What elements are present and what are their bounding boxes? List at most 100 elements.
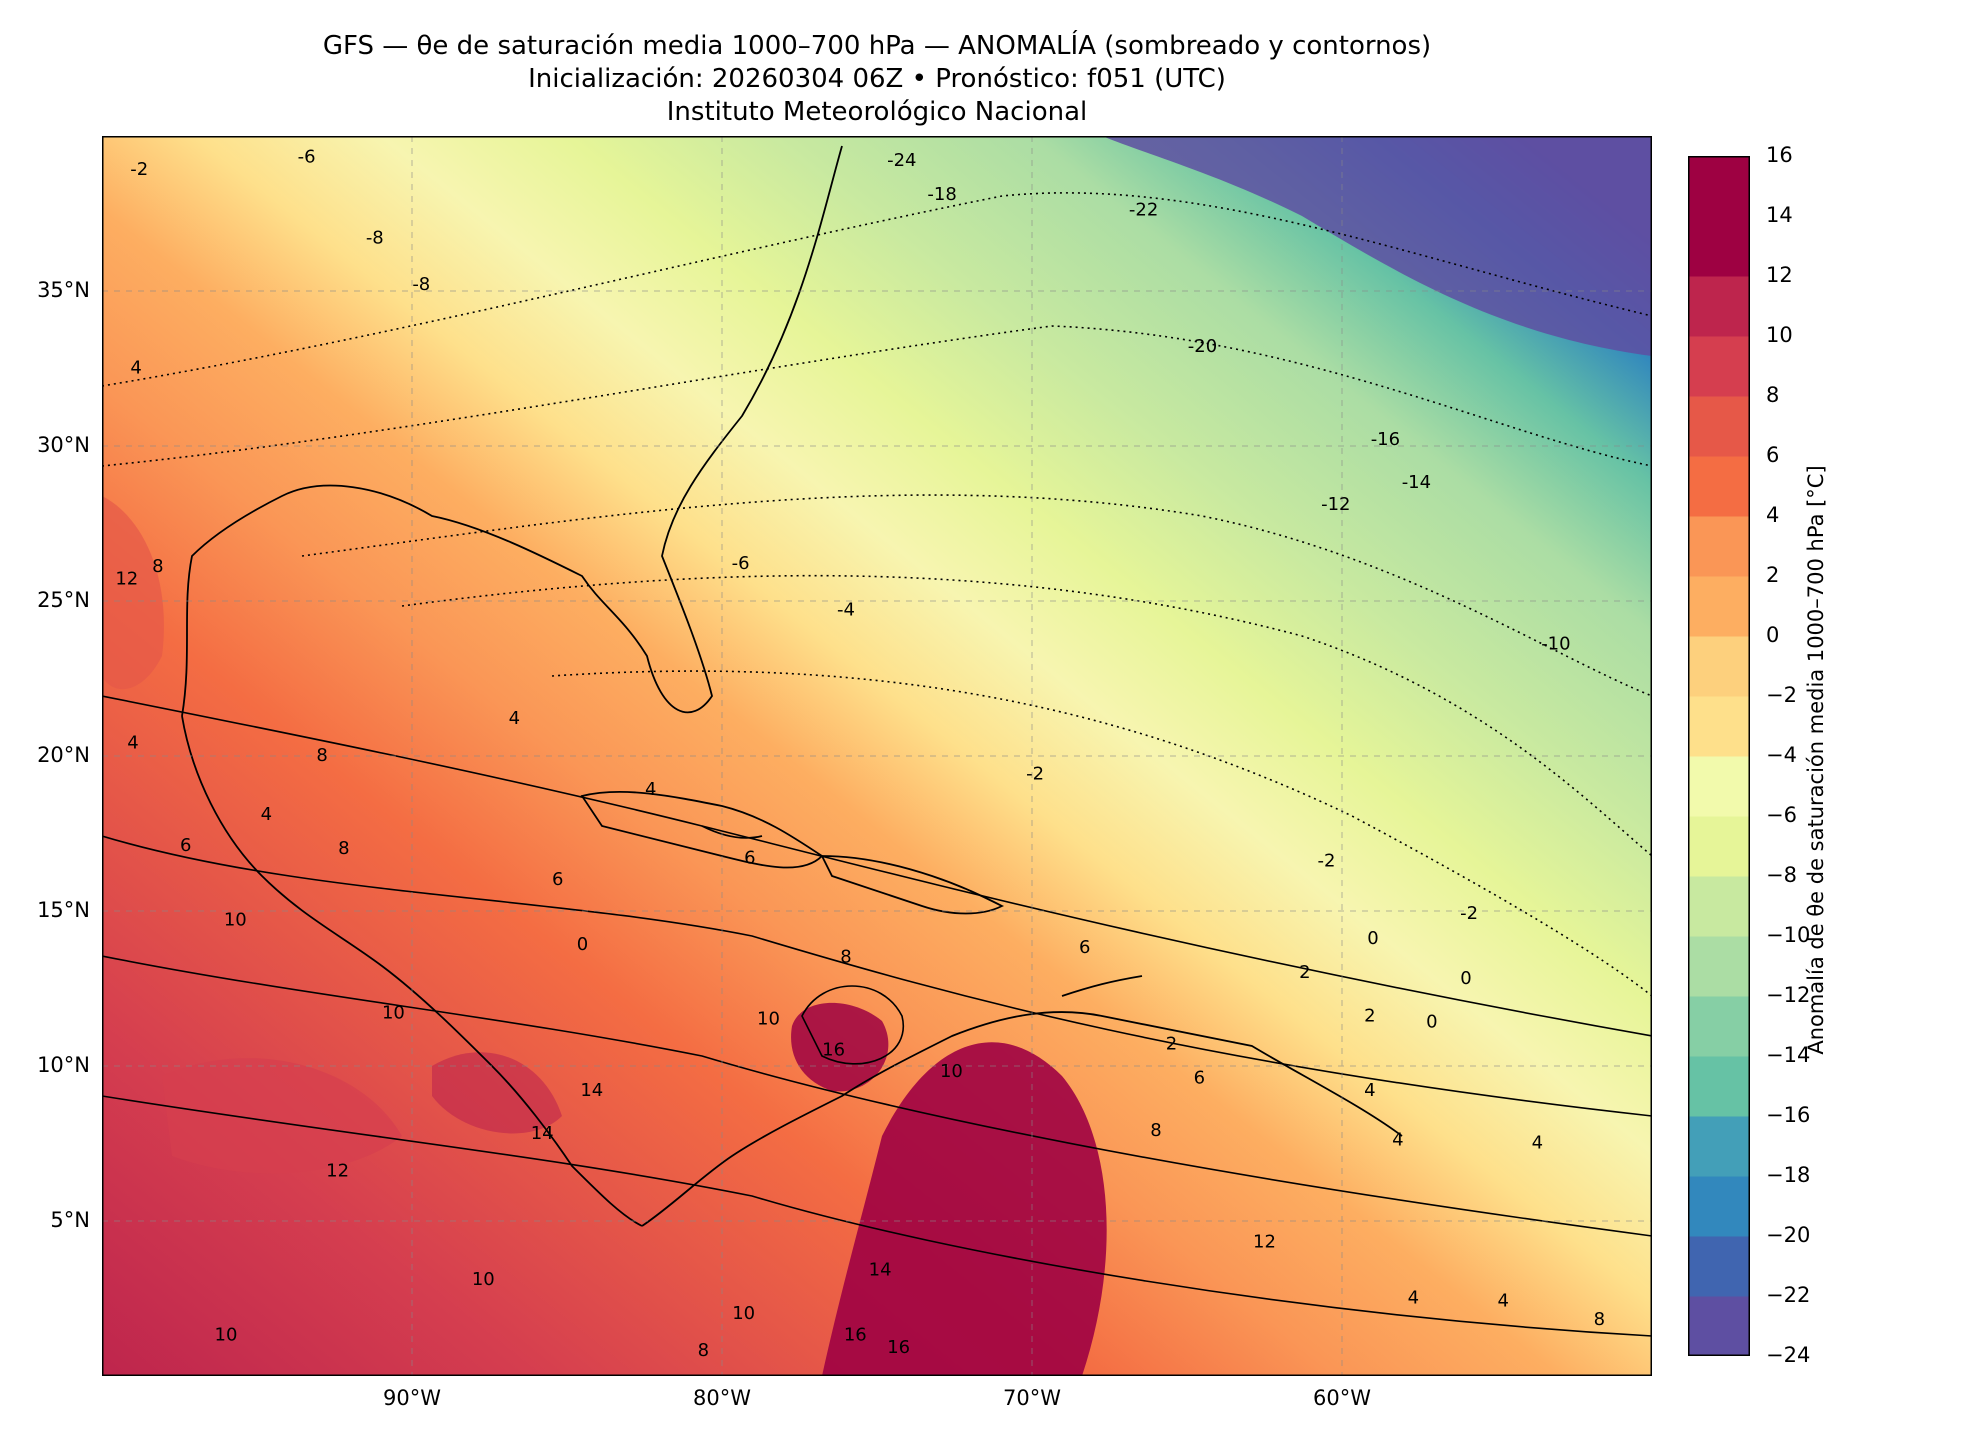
map-frame [102, 136, 1652, 1376]
colorbar-tick-label: 8 [1766, 383, 1780, 407]
contour-label: -2 [1026, 764, 1044, 785]
contour-label: -6 [298, 147, 316, 168]
map-title: GFS — θe de saturación media 1000–700 hP… [322, 31, 1432, 61]
colorbar-tick-label: −22 [1766, 1283, 1811, 1307]
colorbar-tick-label: −6 [1766, 803, 1797, 827]
warm-patch-pacific-2 [432, 1052, 562, 1134]
contour-label: -24 [887, 150, 916, 171]
contour-label: 6 [1079, 937, 1090, 958]
contour-label: -16 [1371, 429, 1400, 450]
colorbar [1688, 156, 1750, 1356]
contour-label: 8 [316, 745, 327, 766]
colorbar-swatches [1688, 156, 1750, 1356]
contour-label: 8 [1594, 1309, 1605, 1330]
contour-label: 2 [1299, 962, 1310, 983]
colorbar-swatch [1688, 1236, 1750, 1297]
colorbar-tick-label: 6 [1766, 443, 1780, 467]
contour-label: 6 [1194, 1067, 1205, 1088]
contour-label: -18 [927, 184, 956, 205]
contour-label: 4 [130, 358, 141, 379]
colorbar-tick-label: 4 [1766, 503, 1780, 527]
colorbar-tick-label: −20 [1766, 1223, 1811, 1247]
map-subtitle: Inicialización: 20260304 06Z • Pronóstic… [528, 64, 1226, 94]
contour-label: 12 [326, 1160, 349, 1181]
colorbar-tick-label: 14 [1766, 203, 1793, 227]
contour-label: 0 [1460, 968, 1471, 989]
contour-label: 10 [215, 1325, 238, 1346]
latitude-tick-label: 30°N [37, 433, 90, 457]
contour-label: 10 [224, 909, 247, 930]
contour-label: 0 [1426, 1012, 1437, 1033]
contour-label: 6 [180, 835, 191, 856]
colorbar-tick-label: 12 [1766, 263, 1793, 287]
warm-core-colombia [791, 1002, 889, 1092]
contour-label: 4 [1532, 1133, 1543, 1154]
colorbar-swatch [1688, 456, 1750, 517]
longitude-tick-label: 70°W [1003, 1386, 1061, 1410]
colorbar-tick-label: 0 [1766, 623, 1780, 647]
contour-label: -2 [1460, 903, 1478, 924]
latitude-tick-label: 20°N [37, 743, 90, 767]
contour-label: 4 [127, 733, 138, 754]
colorbar-swatch [1688, 1056, 1750, 1117]
colorbar-swatch [1688, 876, 1750, 937]
colorbar-swatch [1688, 516, 1750, 577]
contour-label: 12 [115, 568, 138, 589]
colorbar-swatch [1688, 756, 1750, 817]
contour-labels: -24-18-22-20-16-14-12-10-6-2-8-8-6-4-2-2… [115, 147, 1605, 1361]
colorbar-swatch [1688, 636, 1750, 697]
contour-label: -2 [1318, 850, 1336, 871]
colorbar-tick-label: 16 [1766, 143, 1793, 167]
contour-label: -10 [1541, 633, 1570, 654]
colorbar-tick-label: −10 [1766, 923, 1811, 947]
contour-label: 10 [940, 1061, 963, 1082]
negative-contours [102, 192, 1652, 997]
colorbar-swatch [1688, 816, 1750, 877]
colorbar-swatch [1688, 156, 1750, 217]
longitude-tick-label: 90°W [383, 1386, 441, 1410]
contour-label: 4 [1364, 1080, 1375, 1101]
contour-label: 16 [844, 1325, 867, 1346]
contour-label: 10 [732, 1303, 755, 1324]
contour-label: 10 [472, 1269, 495, 1290]
colorbar-tick-label: 2 [1766, 563, 1780, 587]
contour-label: -22 [1129, 199, 1158, 220]
coastlines [181, 145, 1403, 1227]
contour-label: 0 [577, 934, 588, 955]
latitude-tick-label: 5°N [50, 1208, 90, 1232]
latitude-tick-label: 15°N [37, 898, 90, 922]
latitude-tick-label: 10°N [37, 1053, 90, 1077]
cold-core-atlantic [1102, 136, 1652, 356]
contour-label: 14 [531, 1123, 554, 1144]
contour-label: 2 [1364, 1005, 1375, 1026]
contour-label: 8 [1150, 1120, 1161, 1141]
contour-label: 14 [580, 1080, 603, 1101]
contour-label: -4 [837, 599, 855, 620]
latitude-tick-label: 25°N [37, 588, 90, 612]
colorbar-swatch [1688, 336, 1750, 397]
contour-label: 4 [1408, 1288, 1419, 1309]
contour-label: 4 [261, 804, 272, 825]
contour-label: 16 [822, 1040, 845, 1061]
colorbar-swatch [1688, 936, 1750, 997]
colorbar-tick-label: −16 [1766, 1103, 1811, 1127]
contour-label: 8 [840, 947, 851, 968]
contour-label: 4 [1497, 1291, 1508, 1312]
colorbar-tick-label: 10 [1766, 323, 1793, 347]
contour-label: -8 [366, 227, 384, 248]
contour-label: 10 [382, 1002, 405, 1023]
colorbar-tick-label: −14 [1766, 1043, 1811, 1067]
colorbar-tick-label: −8 [1766, 863, 1797, 887]
colorbar-swatch [1688, 1176, 1750, 1237]
contour-label: 2 [1166, 1033, 1177, 1054]
colorbar-swatch [1688, 396, 1750, 457]
map-panel: -24 -18 -22 -20 -16 -14 -12 -10 -6 -2 -8 -8 -6 -4 -2 -2… [102, 136, 1652, 1376]
warm-core-south-america [822, 1042, 1107, 1376]
latitude-tick-label: 35°N [37, 278, 90, 302]
contour-label: 8 [698, 1340, 709, 1361]
colorbar-title: Anomalía de θe de saturación media 1000–… [1804, 465, 1828, 1055]
contour-label: 16 [887, 1337, 910, 1358]
colorbar-swatch [1688, 1116, 1750, 1177]
colorbar-tick-label: −24 [1766, 1343, 1811, 1367]
longitude-tick-label: 60°W [1313, 1386, 1371, 1410]
